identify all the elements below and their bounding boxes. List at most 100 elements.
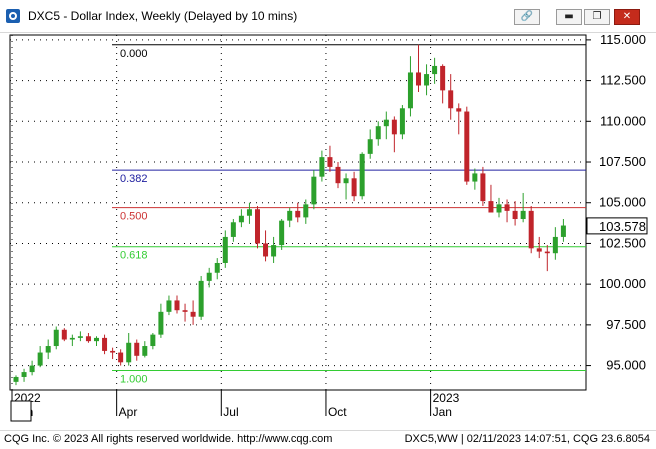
- candle-body-up: [432, 65, 438, 75]
- candle-body-up: [158, 311, 164, 335]
- x-month-label: Jul: [223, 405, 238, 419]
- y-tick-label: 110.000: [600, 113, 646, 128]
- candle-body-up: [150, 334, 156, 347]
- candle-body-down: [536, 248, 542, 252]
- candle-body-up: [560, 225, 566, 237]
- candle-body-up: [230, 222, 236, 237]
- candle-body-up: [37, 352, 43, 366]
- candle-body-up: [126, 342, 132, 363]
- cqg-app-icon: [6, 9, 20, 23]
- candle-body-up: [367, 139, 373, 154]
- last-price-label: 103.578: [599, 219, 646, 234]
- chart-scroll-box[interactable]: [10, 400, 32, 422]
- candle-body-up: [303, 204, 309, 218]
- candle-body-up: [198, 280, 204, 317]
- candle-body-down: [544, 251, 550, 254]
- y-tick-label: 100.000: [599, 276, 646, 291]
- minimize-button[interactable]: ▬: [556, 9, 582, 25]
- candle-body-up: [311, 176, 317, 205]
- y-tick-label: 107.500: [599, 154, 646, 169]
- candle-body-down: [335, 166, 341, 184]
- candle-body-up: [496, 204, 502, 213]
- candle-body-down: [391, 119, 397, 135]
- candle-body-up: [359, 153, 365, 197]
- candle-body-down: [182, 310, 188, 312]
- candle-body-down: [488, 201, 494, 213]
- candle-body-down: [263, 243, 269, 257]
- x-month-label: Apr: [119, 405, 138, 419]
- candle-body-up: [94, 337, 99, 342]
- y-tick-label: 97.500: [606, 317, 646, 332]
- candle-body-up: [424, 74, 430, 86]
- candle-body-down: [102, 337, 108, 351]
- candle-body-up: [343, 178, 349, 184]
- candle-body-up: [238, 215, 244, 223]
- candle-body-up: [319, 157, 325, 177]
- candle-body-up: [69, 337, 75, 340]
- last-price-tag: [586, 217, 648, 235]
- candle-body-down: [528, 210, 534, 249]
- title-bar: DXC5 - Dollar Index, Weekly (Delayed by …: [0, 0, 656, 33]
- candle-body-up: [407, 72, 413, 109]
- candle-body-down: [110, 350, 116, 353]
- candle-body-down: [134, 342, 140, 356]
- candle-body-down: [448, 90, 454, 109]
- y-tick-label: 115.000: [600, 33, 646, 47]
- candle-body-down: [255, 209, 260, 244]
- chart-panel[interactable]: 115.000 112.500 110.000 107.500 105.000 102.5…: [4, 32, 652, 426]
- candle-body-down: [61, 329, 67, 340]
- candle-body-up: [287, 210, 293, 221]
- y-tick-label: 102.500: [599, 235, 646, 250]
- candle-body-up: [29, 365, 35, 373]
- window-title: DXC5 - Dollar Index, Weekly (Delayed by …: [28, 9, 298, 23]
- candle-body-up: [206, 272, 212, 281]
- candle-body-up: [166, 300, 172, 312]
- candle-body-down: [118, 352, 124, 363]
- candle-body-down: [351, 178, 357, 197]
- candle-body-up: [142, 346, 148, 356]
- close-button[interactable]: ✕: [614, 9, 640, 25]
- fib-level-label: 0.500: [120, 211, 148, 223]
- candle-body-up: [77, 336, 83, 338]
- fib-level-label: 0.382: [120, 173, 148, 185]
- restore-button[interactable]: ❐: [584, 9, 610, 25]
- chart-info-text: DXC5,WW | 02/11/2023 14:07:51, CQG 23.6.…: [404, 433, 650, 445]
- candle-body-up: [45, 346, 51, 353]
- fib-level-label: 0.618: [120, 250, 148, 262]
- candle-body-up: [552, 236, 558, 254]
- candle-body-down: [416, 72, 421, 86]
- candle-body-up: [271, 245, 277, 257]
- link-chain-icon[interactable]: 🔗: [514, 9, 540, 25]
- x-month-label: Jan: [433, 405, 452, 419]
- fib-level-label: 1.000: [120, 373, 148, 385]
- candle-body-up: [375, 126, 381, 140]
- copyright-text: CQG Inc. © 2023 All rights reserved worl…: [4, 433, 333, 445]
- x-month-label: Oct: [328, 405, 347, 419]
- candle-body-up: [222, 236, 228, 263]
- candle-body-down: [504, 204, 510, 211]
- candle-body-up: [246, 209, 252, 216]
- candle-body-up: [279, 220, 285, 246]
- candle-body-up: [21, 372, 27, 377]
- candle-body-down: [174, 300, 180, 311]
- candle-body-down: [456, 108, 462, 112]
- candle-body-down: [190, 311, 196, 317]
- candle-body-down: [512, 210, 518, 220]
- candle-body-up: [399, 108, 405, 135]
- candle-body-down: [464, 111, 470, 182]
- price-chart[interactable]: 115.000 112.500 110.000 107.500 105.000 102.5…: [4, 32, 652, 426]
- candle-body-down: [85, 336, 91, 342]
- y-tick-label: 112.500: [600, 73, 646, 88]
- fib-level-label: 0.000: [120, 48, 148, 60]
- candle-body-down: [480, 173, 486, 202]
- candle-body-up: [520, 210, 526, 220]
- candle-body-up: [53, 329, 59, 347]
- candle-body-up: [13, 376, 19, 382]
- status-bar: CQG Inc. © 2023 All rights reserved worl…: [0, 430, 656, 449]
- candle-body-down: [295, 210, 301, 218]
- candle-body-up: [383, 119, 389, 127]
- candle-body-down: [440, 65, 446, 91]
- y-tick-label: 105.000: [599, 195, 646, 210]
- candle-body-down: [327, 157, 333, 167]
- x-year-label: 2023: [433, 391, 460, 405]
